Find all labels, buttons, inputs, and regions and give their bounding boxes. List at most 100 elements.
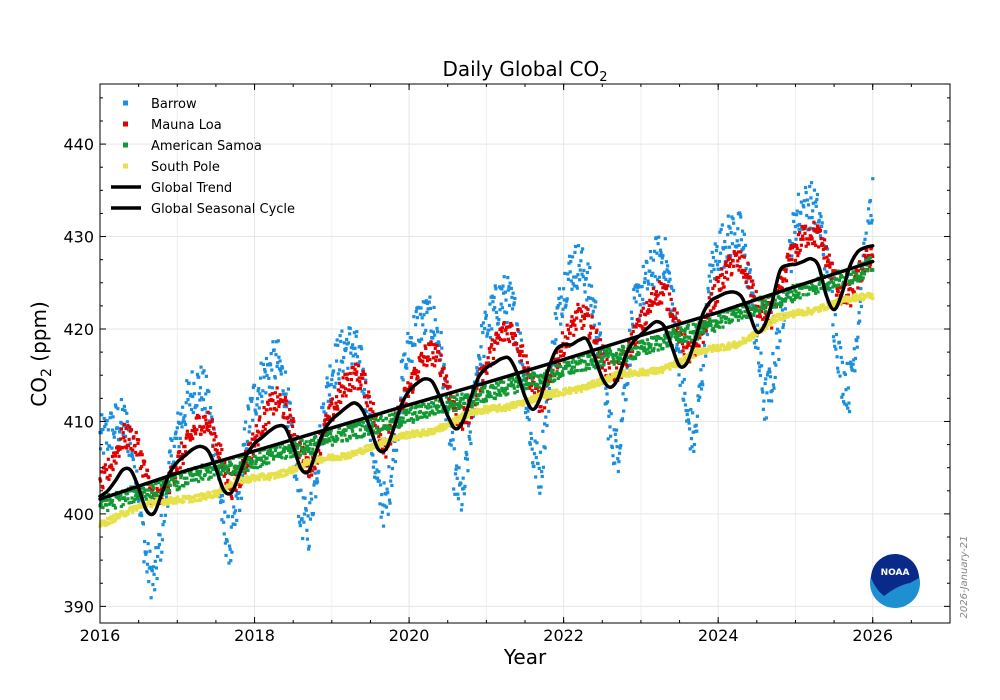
data-point <box>648 249 653 254</box>
data-point <box>482 364 487 368</box>
data-point <box>702 328 706 333</box>
data-point <box>815 287 819 291</box>
data-point <box>802 199 806 203</box>
data-point <box>565 297 569 301</box>
data-point <box>588 296 592 300</box>
data-point <box>468 430 472 434</box>
data-point <box>429 405 433 409</box>
data-point <box>280 366 285 370</box>
data-point <box>429 340 433 344</box>
data-point <box>569 279 573 283</box>
data-point <box>101 451 106 455</box>
data-point <box>111 517 115 521</box>
data-point <box>724 347 729 351</box>
data-point <box>582 316 587 321</box>
data-point <box>861 270 865 274</box>
data-point <box>292 453 296 457</box>
data-point <box>550 392 554 396</box>
data-point <box>559 295 563 299</box>
data-point <box>203 472 207 477</box>
data-point <box>417 370 421 374</box>
data-point <box>429 329 433 333</box>
data-point <box>219 443 223 447</box>
data-point <box>118 513 122 517</box>
data-point <box>407 341 411 345</box>
data-point <box>177 445 181 449</box>
data-point <box>638 303 642 307</box>
data-point <box>98 479 103 483</box>
data-point <box>118 498 122 502</box>
data-point <box>354 452 358 456</box>
data-point <box>674 364 678 369</box>
data-point <box>655 278 660 282</box>
data-point <box>846 386 850 390</box>
data-point <box>338 334 342 338</box>
data-point <box>510 384 514 388</box>
data-point <box>657 275 661 279</box>
data-point <box>235 471 239 475</box>
data-point <box>739 270 743 274</box>
data-point <box>675 333 679 338</box>
data-point <box>726 233 730 237</box>
data-point <box>301 496 305 500</box>
data-point <box>230 550 234 554</box>
data-point <box>284 403 288 407</box>
data-point <box>864 231 868 235</box>
data-point <box>608 373 613 377</box>
data-point <box>326 399 330 403</box>
data-point <box>540 409 544 413</box>
data-point <box>217 442 221 446</box>
data-point <box>295 466 299 470</box>
data-point <box>330 402 334 406</box>
data-point <box>310 469 314 473</box>
data-point <box>679 330 683 334</box>
data-point <box>843 402 847 406</box>
data-point <box>279 453 283 457</box>
data-point <box>110 466 114 470</box>
data-point <box>599 364 603 368</box>
data-point <box>138 466 143 471</box>
data-point <box>825 270 829 274</box>
data-point <box>685 412 689 417</box>
data-point <box>687 343 691 347</box>
data-point <box>750 303 754 307</box>
data-point <box>748 268 752 272</box>
data-point <box>714 277 718 282</box>
data-point <box>251 459 255 463</box>
data-point <box>792 244 796 248</box>
data-point <box>430 363 434 367</box>
data-point <box>205 470 210 474</box>
data-point <box>528 397 532 401</box>
data-point <box>153 501 157 506</box>
data-point <box>142 459 147 463</box>
data-point <box>501 338 505 342</box>
data-point <box>303 496 307 500</box>
data-point <box>257 478 261 482</box>
series-layer <box>98 177 875 600</box>
data-point <box>189 470 193 474</box>
data-point <box>130 506 134 510</box>
data-point <box>288 407 292 412</box>
data-point <box>356 362 361 366</box>
data-point <box>355 330 359 334</box>
data-point <box>547 374 551 378</box>
data-point <box>842 400 846 404</box>
data-point <box>397 420 401 424</box>
data-point <box>843 372 847 377</box>
data-point <box>249 399 254 403</box>
data-point <box>554 362 558 366</box>
data-point <box>478 357 482 361</box>
data-point <box>741 305 745 309</box>
data-point <box>706 316 710 320</box>
data-point <box>627 355 631 359</box>
data-point <box>485 371 489 375</box>
data-point <box>661 293 666 297</box>
data-point <box>307 459 311 463</box>
data-point <box>444 395 449 399</box>
data-point <box>569 324 573 329</box>
data-point <box>132 489 137 493</box>
data-point <box>362 432 367 436</box>
data-point <box>145 492 150 497</box>
data-point <box>257 418 261 422</box>
data-point <box>805 293 809 297</box>
